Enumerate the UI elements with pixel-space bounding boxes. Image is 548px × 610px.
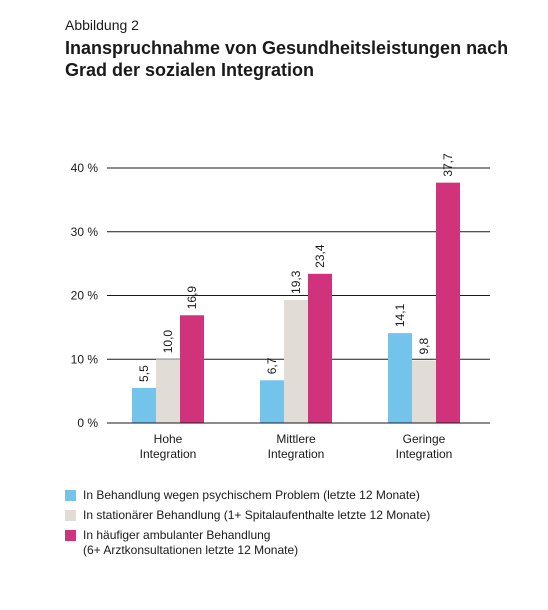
bar: [388, 333, 412, 423]
bar-chart: 0 % 10 % 20 % 30 % 40 % 5,5 10,0 16,9 Hohe Integr…: [71, 153, 490, 461]
y-tick-label: 40 %: [71, 161, 99, 175]
bar: [436, 182, 460, 423]
data-label: 19,3: [289, 270, 303, 294]
data-label: 37,7: [441, 153, 455, 177]
bar: [156, 359, 180, 423]
y-tick-label: 30 %: [71, 225, 99, 239]
y-tick-label: 0 %: [77, 416, 98, 430]
data-label: 6,7: [265, 357, 279, 374]
bar: [260, 380, 284, 423]
legend-item-stationaer: In stationärer Behandlung (1+ Spitalaufe…: [65, 508, 430, 523]
data-label: 16,9: [185, 286, 199, 310]
x-category-label: Hohe Integration: [140, 432, 197, 461]
x-category-label: Geringe Integration: [396, 432, 453, 461]
bar: [412, 360, 436, 423]
legend-swatch-ambulant: [65, 530, 76, 541]
bar: [132, 387, 156, 423]
chart-legend: In Behandlung wegen psychischem Problem …: [65, 488, 430, 563]
data-label: 9,8: [417, 338, 431, 355]
chart-title: Inanspruchnahme von Gesundheitsleistunge…: [65, 38, 509, 80]
y-tick-label: 10 %: [71, 352, 99, 366]
legend-label-psych: In Behandlung wegen psychischem Problem …: [83, 488, 420, 502]
legend-label-ambulant: In häufiger ambulanter Behandlung (6+ Ar…: [83, 528, 299, 557]
data-label: 10,0: [161, 330, 175, 354]
x-category-label: Mittlere Integration: [268, 432, 325, 461]
data-label: 14,1: [393, 303, 407, 327]
legend-swatch-stationaer: [65, 510, 76, 521]
legend-label-stationaer: In stationärer Behandlung (1+ Spitalaufe…: [83, 508, 431, 522]
legend-item-ambulant: In häufiger ambulanter Behandlung (6+ Ar…: [65, 528, 430, 558]
data-label: 23,4: [313, 244, 327, 268]
figure-label: Abbildung 2: [65, 17, 139, 33]
y-tick-label: 20 %: [71, 289, 99, 303]
legend-swatch-psych: [65, 490, 76, 501]
bar: [180, 315, 204, 423]
data-label: 5,5: [137, 365, 151, 382]
bar: [284, 299, 308, 423]
bar: [308, 273, 332, 423]
legend-item-psych: In Behandlung wegen psychischem Problem …: [65, 488, 430, 503]
